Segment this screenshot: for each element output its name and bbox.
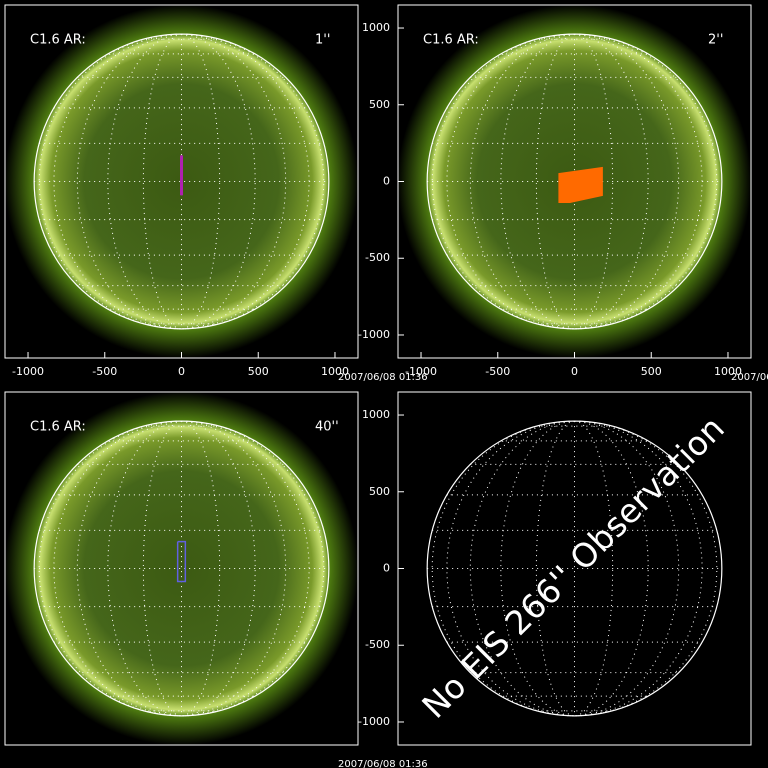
- solar-limb: [426, 33, 723, 330]
- longitude-line: [181, 33, 310, 330]
- longitude-line: [535, 420, 575, 717]
- longitude-line: [181, 420, 310, 717]
- y-tick-label: 1000: [362, 21, 390, 34]
- x-tick-label: 500: [248, 365, 269, 378]
- y-tick-label: -500: [365, 638, 390, 651]
- x-tick-label: 500: [641, 365, 662, 378]
- longitude-line: [53, 33, 182, 330]
- eis-slit: [176, 540, 187, 583]
- longitude-line: [181, 420, 221, 717]
- longitude-line: [574, 420, 614, 717]
- x-tick-label: -1000: [405, 365, 437, 378]
- flare-label: C1.6 AR:: [423, 33, 479, 48]
- y-tick-label: 0: [383, 562, 390, 575]
- longitude-line: [574, 33, 703, 330]
- y-tick-label: 500: [369, 98, 390, 111]
- longitude-line: [142, 420, 182, 717]
- slit-label: 2'': [708, 33, 723, 48]
- y-tick-label: 500: [369, 485, 390, 498]
- slit-label: 1'': [315, 33, 330, 48]
- flare-label: C1.6 AR:: [30, 420, 86, 435]
- solar-limb: [426, 420, 723, 717]
- x-tick-label: -1000: [12, 365, 44, 378]
- x-tick-label: -500: [92, 365, 117, 378]
- sun-corona: [4, 391, 359, 746]
- y-tick-label: -1000: [358, 328, 390, 341]
- date-label: 2007/06/08 01:36: [731, 372, 768, 383]
- x-tick-label: 0: [178, 365, 185, 378]
- solar-limb: [33, 33, 330, 330]
- longitude-line: [181, 33, 221, 330]
- y-tick-label: 1000: [362, 408, 390, 421]
- date-label: 2007/06/08 01:36: [338, 759, 428, 768]
- slit-label: 40'': [315, 420, 339, 435]
- y-tick-label: -500: [365, 251, 390, 264]
- longitude-line: [446, 33, 575, 330]
- longitude-line: [53, 420, 182, 717]
- y-tick-label: -1000: [358, 715, 390, 728]
- eis-slit: [558, 166, 603, 203]
- longitude-line: [574, 33, 614, 330]
- x-tick-label: 1000: [714, 365, 742, 378]
- x-tick-label: 0: [571, 365, 578, 378]
- solar-limb: [33, 420, 330, 717]
- longitude-line: [574, 420, 703, 717]
- x-tick-label: 1000: [321, 365, 349, 378]
- plot-frame: [4, 391, 359, 746]
- flare-label: C1.6 AR:: [30, 33, 86, 48]
- date-label: 2007/06/08 01:36: [338, 372, 428, 383]
- x-tick-label: -500: [485, 365, 510, 378]
- longitude-line: [142, 33, 182, 330]
- longitude-line: [446, 420, 575, 717]
- y-tick-label: 0: [383, 175, 390, 188]
- longitude-line: [535, 33, 575, 330]
